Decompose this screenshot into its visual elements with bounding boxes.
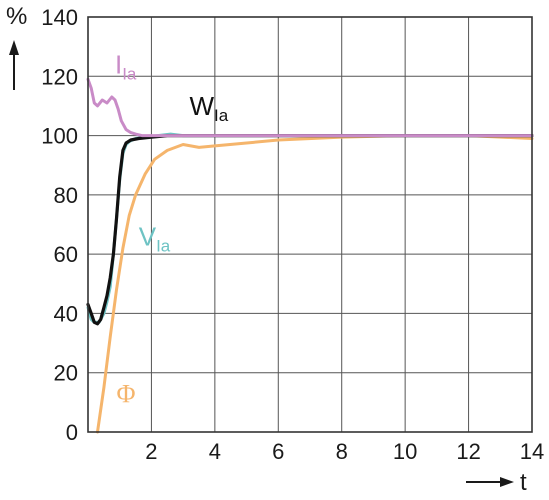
y-axis-arrow-head bbox=[9, 40, 19, 55]
x-tick-label: 14 bbox=[520, 439, 544, 464]
series-label-WIa: WIa bbox=[189, 91, 228, 125]
series-label-main: Φ bbox=[117, 379, 136, 408]
series-label-Φ: Φ bbox=[117, 379, 136, 408]
x-tick-labels: 2 4 6 8 10 12 14 bbox=[145, 439, 544, 464]
x-tick-label: 4 bbox=[209, 439, 221, 464]
y-tick-label: 120 bbox=[41, 64, 78, 89]
y-tick-label: 60 bbox=[54, 242, 78, 267]
y-axis-label: % bbox=[6, 3, 27, 30]
series-lines bbox=[86, 77, 534, 434]
series-label-IIa: IIa bbox=[115, 49, 137, 83]
x-axis-label-group: t bbox=[466, 469, 527, 496]
y-tick-label: 0 bbox=[66, 420, 78, 445]
series-label-VIa: VIa bbox=[139, 221, 171, 255]
x-tick-label: 2 bbox=[145, 439, 157, 464]
series-label-main: V bbox=[139, 221, 157, 251]
plot-frame bbox=[87, 16, 533, 433]
x-tick-label: 10 bbox=[393, 439, 417, 464]
y-tick-label: 100 bbox=[41, 124, 78, 149]
y-tick-label: 20 bbox=[54, 361, 78, 386]
y-tick-label: 140 bbox=[41, 5, 78, 30]
y-axis-label-group: % bbox=[6, 3, 27, 90]
x-tick-label: 12 bbox=[456, 439, 480, 464]
series-label-main: W bbox=[189, 91, 214, 121]
series-label-sub: Ia bbox=[214, 106, 229, 125]
series-line-IIa bbox=[86, 77, 534, 138]
y-tick-label: 40 bbox=[54, 301, 78, 326]
series-label-sub: Ia bbox=[156, 236, 171, 255]
x-axis-label: t bbox=[520, 469, 527, 496]
x-tick-label: 8 bbox=[336, 439, 348, 464]
y-tick-labels: 0 20 40 60 80 100 120 140 bbox=[41, 5, 78, 445]
series-label-sub: Ia bbox=[122, 64, 137, 83]
x-axis-arrow-head bbox=[500, 477, 514, 487]
series-label-main: I bbox=[115, 49, 122, 79]
y-tick-label: 80 bbox=[54, 183, 78, 208]
x-tick-label: 6 bbox=[272, 439, 284, 464]
series-line-Φ bbox=[96, 134, 534, 434]
